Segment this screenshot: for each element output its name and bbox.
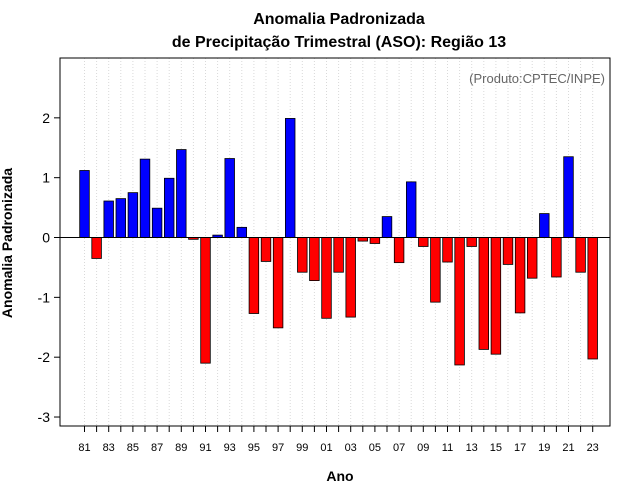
x-tick-label: 95 (248, 442, 260, 454)
x-tick-label: 09 (417, 442, 429, 454)
x-tick-label: 11 (442, 442, 453, 454)
x-tick-label: 19 (538, 442, 550, 454)
x-tick-label: 15 (490, 442, 502, 454)
y-axis-label: Anomalia Padronizada (0, 168, 15, 318)
chart-title: Anomalia Padronizada (253, 11, 425, 28)
bar-86 (139, 158, 151, 238)
x-axis: 81 83 85 87 89 91 93 95 97 99 01 03 05 07 09 11 13 15 17 19… (78, 426, 599, 454)
bar-91 (200, 237, 211, 364)
chart-subtitle: de Precipitação Trimestral (ASO): Região… (172, 34, 506, 51)
bar-14 (478, 237, 490, 350)
y-tick-label: 1 (42, 170, 50, 186)
x-tick-label: 21 (562, 442, 574, 454)
bar-11 (442, 237, 453, 263)
y-tick-label: -1 (38, 289, 51, 305)
bar-94 (236, 226, 248, 238)
bar-81 (79, 170, 90, 238)
x-tick-label: 91 (199, 442, 211, 454)
bar-18 (527, 237, 538, 279)
bar-10 (430, 237, 441, 303)
bar-84 (115, 198, 127, 238)
bar-19 (539, 213, 550, 238)
bar-06 (381, 216, 393, 238)
x-tick-label: 23 (587, 442, 599, 454)
bar-96 (260, 237, 272, 262)
x-tick-label: 93 (224, 442, 236, 454)
bar-97 (272, 237, 284, 329)
bar-02 (333, 237, 344, 273)
bar-05 (369, 237, 381, 244)
credit-text: (Produto:CPTEC/INPE) (469, 71, 605, 86)
bar-12 (454, 237, 465, 366)
x-tick-label: 87 (151, 442, 163, 454)
y-tick-label: 0 (42, 230, 50, 246)
x-tick-label: 05 (369, 442, 381, 454)
bar-98 (284, 118, 296, 238)
bar-22 (575, 237, 586, 273)
bar-23 (587, 237, 598, 360)
bar-85 (127, 192, 139, 238)
x-tick-label: 13 (466, 442, 478, 454)
bar-07 (393, 237, 405, 264)
x-tick-label: 97 (272, 442, 284, 454)
plot-frame (59, 57, 611, 427)
x-tick-label: 99 (296, 442, 308, 454)
x-tick-label: 01 (320, 442, 332, 454)
bar-03 (345, 237, 356, 318)
bar-17 (514, 237, 526, 314)
bar-21 (563, 156, 574, 238)
bar-93 (224, 158, 235, 238)
bar-95 (248, 237, 260, 314)
bar-15 (490, 237, 502, 355)
bar-83 (103, 200, 114, 238)
y-tick-label: 2 (42, 110, 50, 126)
bar-00 (309, 237, 320, 281)
bar-04 (357, 237, 369, 242)
y-axis: -3 -2 -1 0 1 2 (38, 110, 60, 425)
bar-13 (466, 237, 477, 247)
x-tick-label: 83 (103, 442, 115, 454)
y-tick-label: -2 (38, 349, 51, 365)
x-tick-label: 07 (393, 442, 405, 454)
bar-series (79, 118, 598, 366)
x-tick-label: 89 (175, 442, 187, 454)
x-axis-label: Ano (326, 468, 353, 484)
bar-08 (405, 181, 417, 238)
bar-20 (551, 237, 562, 278)
x-tick-label: 17 (514, 442, 526, 454)
bar-99 (297, 237, 308, 273)
bar-16 (502, 237, 514, 265)
y-tick-label: -3 (38, 409, 51, 425)
x-tick-label: 81 (78, 442, 90, 454)
bar-09 (418, 237, 429, 247)
bar-01 (321, 237, 332, 319)
x-tick-label: 03 (345, 442, 357, 454)
x-tick-label: 85 (127, 442, 139, 454)
bar-89 (176, 149, 187, 238)
bar-88 (163, 177, 175, 238)
bar-82 (91, 237, 102, 259)
bar-87 (151, 207, 163, 238)
